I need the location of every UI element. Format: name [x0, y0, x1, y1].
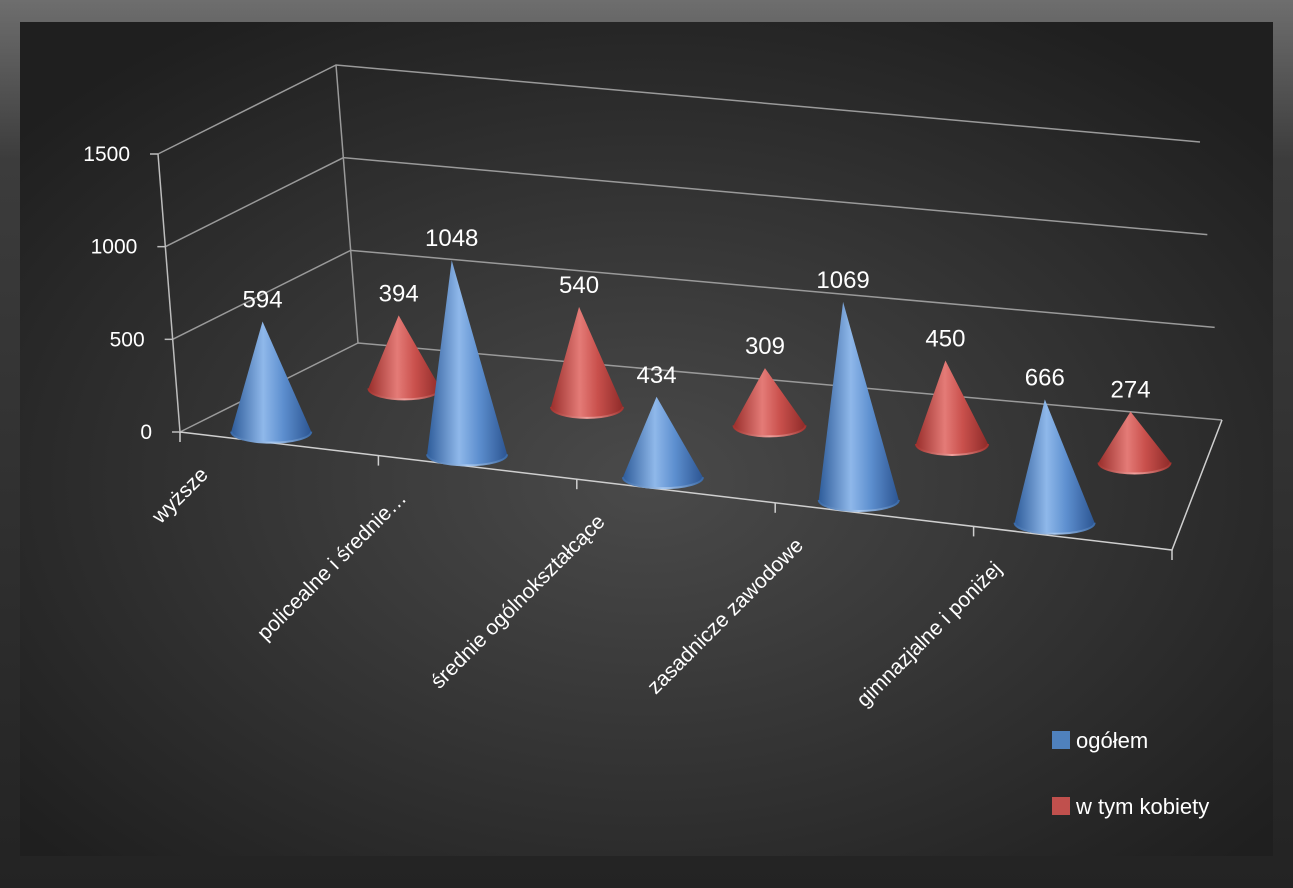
data-label: 594 [243, 287, 283, 314]
data-label: 434 [637, 362, 677, 389]
data-label: 394 [379, 280, 419, 307]
legend-swatch [1052, 731, 1070, 749]
cone [426, 260, 509, 467]
data-labels: 394 540 309 450 274 594 1048 434 1069 666 [243, 225, 1151, 403]
cone-base-rim [817, 499, 900, 512]
y-tick-label: 1000 [91, 236, 138, 259]
cone-base-rim [230, 431, 313, 444]
cone-body [368, 315, 441, 400]
cone [549, 306, 624, 419]
cones [230, 260, 1172, 535]
data-label: 450 [925, 326, 965, 353]
data-label: 1069 [816, 267, 869, 294]
cone-base-rim [915, 443, 990, 456]
y-tick-label: 1500 [83, 143, 130, 166]
cone-body [622, 396, 703, 489]
cone-base-rim [1013, 522, 1096, 535]
cone-base-rim [621, 477, 704, 490]
cone [915, 360, 990, 456]
cone-base-rim [549, 406, 624, 419]
y-tick-label: 0 [140, 421, 152, 444]
back-corner-line [335, 64, 359, 344]
cone [1097, 411, 1172, 475]
cone-body [1014, 399, 1095, 534]
cone-body [733, 368, 806, 437]
data-label: 1048 [425, 225, 478, 252]
cone-base-rim [732, 425, 807, 438]
data-label: 274 [1111, 377, 1151, 404]
legend-label: ogółem [1076, 728, 1148, 753]
legend-label: w tym kobiety [1075, 794, 1209, 819]
cone [732, 368, 807, 438]
cone [230, 321, 313, 444]
cone-body [427, 260, 508, 466]
cone-base-rim [426, 454, 509, 467]
cone-body [1098, 411, 1171, 474]
data-label: 666 [1025, 364, 1065, 391]
legend-swatch [1052, 797, 1070, 815]
cone [621, 396, 704, 490]
cone [1013, 399, 1096, 535]
cone [817, 301, 900, 512]
y-tick-label: 500 [110, 328, 145, 351]
cone-body [550, 306, 623, 418]
cone-body [916, 360, 989, 455]
y-axis-line [157, 153, 181, 433]
legend: ogółem w tym kobiety [1052, 728, 1209, 819]
cone-body [231, 321, 312, 443]
data-label: 309 [745, 333, 785, 360]
cone-body [818, 301, 899, 511]
data-label: 540 [559, 272, 599, 299]
cone-base-rim [1097, 462, 1172, 475]
